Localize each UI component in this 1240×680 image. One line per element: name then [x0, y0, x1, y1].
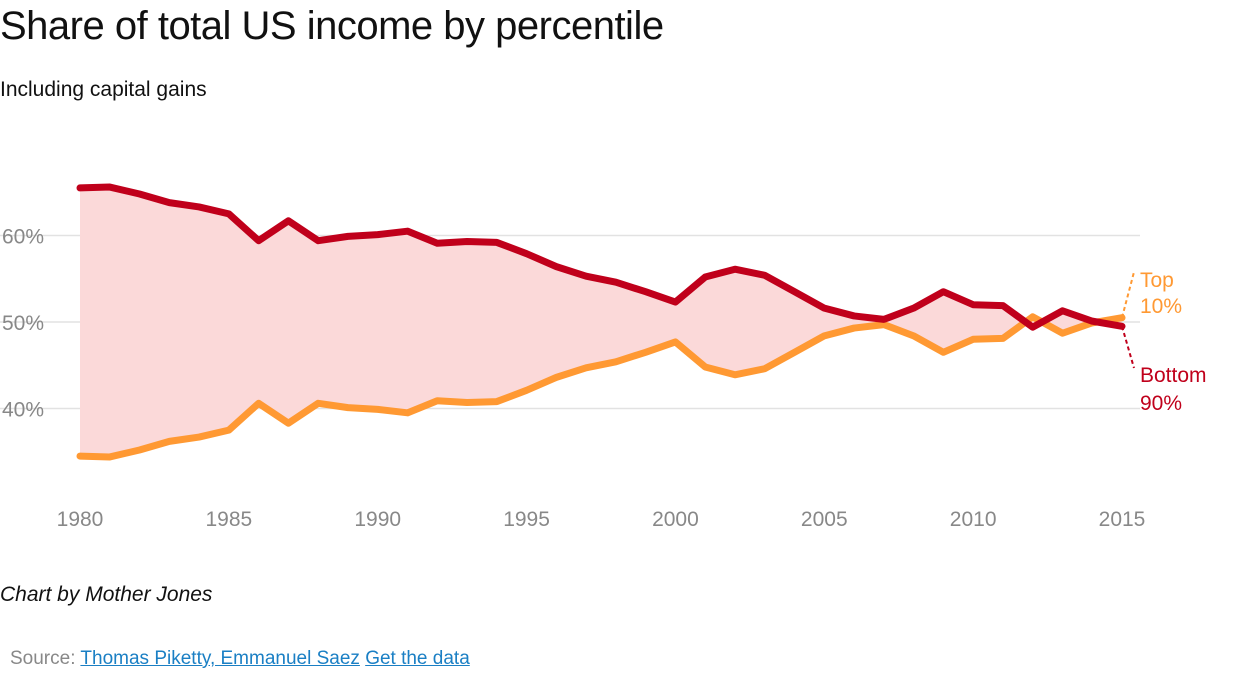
y-tick-label: 60%: [2, 226, 44, 249]
label-leader-bottom: [1121, 326, 1135, 369]
series-line-top-10: [76, 313, 1126, 461]
source-label: Source:: [10, 648, 76, 669]
chart-subtitle: Including capital gains: [0, 78, 207, 101]
series-line-bottom-90: [76, 183, 1126, 331]
x-tick-label: 1990: [354, 508, 401, 531]
source-link[interactable]: Thomas Piketty, Emmanuel Saez: [80, 648, 360, 669]
x-tick-label: 1985: [205, 508, 252, 531]
area-between: [80, 187, 1122, 457]
label-leader-top: [1121, 271, 1135, 318]
y-tick-label: 50%: [2, 312, 44, 335]
chart-credit: Chart by Mother Jones: [0, 583, 213, 606]
series-label: Bottom: [1140, 364, 1207, 387]
chart-title: Share of total US income by percentile: [0, 4, 664, 48]
x-tick-label: 2010: [950, 508, 997, 531]
get-data-link[interactable]: Get the data: [365, 648, 470, 669]
x-tick-label: 1980: [57, 508, 104, 531]
x-tick-label: 2005: [801, 508, 848, 531]
source-line: Source: Thomas Piketty, Emmanuel Saez Ge…: [10, 648, 470, 670]
x-tick-label: 2000: [652, 508, 699, 531]
chart: 40% 50% 60% 1980 1985 1990 1995 2000 2005 2010 201…: [0, 183, 1207, 531]
series-label: 10%: [1140, 295, 1182, 318]
y-tick-label: 40%: [2, 399, 44, 422]
x-tick-label: 1995: [503, 508, 550, 531]
series-label: Top: [1140, 269, 1174, 292]
series-label: 90%: [1140, 392, 1182, 415]
x-tick-label: 2015: [1099, 508, 1146, 531]
